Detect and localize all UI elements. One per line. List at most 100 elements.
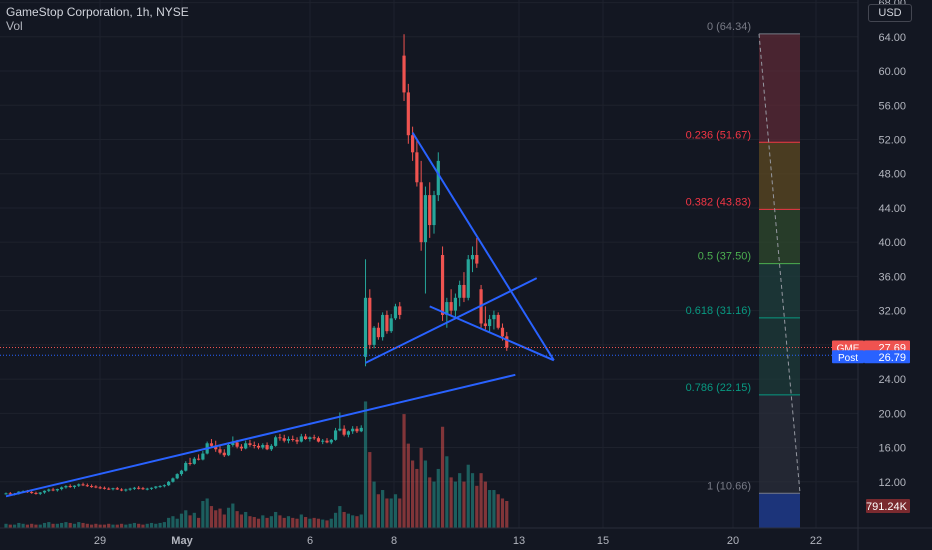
- candle-body: [372, 327, 376, 345]
- volume-bar: [128, 523, 132, 528]
- volume-bar: [432, 481, 436, 528]
- candle-body: [218, 449, 222, 453]
- volume-bar: [436, 468, 440, 528]
- candle-body: [30, 492, 34, 494]
- volume-bar: [321, 519, 325, 528]
- candle-body: [308, 437, 312, 440]
- volume-bar: [132, 522, 136, 528]
- volume-bar: [428, 477, 432, 528]
- volume-bar: [124, 524, 128, 528]
- candle-body: [8, 493, 12, 495]
- volume-bar: [496, 494, 500, 528]
- volume-bar: [239, 514, 243, 528]
- candle-body: [475, 255, 479, 264]
- candle-body: [419, 182, 423, 243]
- volume-bar: [389, 498, 393, 528]
- volume-bar: [355, 516, 359, 528]
- candle-body: [500, 327, 505, 337]
- fib-zone: [759, 394, 800, 494]
- x-tick-label: 20: [727, 535, 739, 547]
- candle-body: [406, 92, 410, 136]
- volume-bar: [308, 518, 312, 528]
- post-price-tag-value-bg: [864, 350, 910, 364]
- post-price-tag-value: 26.79: [878, 352, 906, 364]
- candle-body: [402, 55, 406, 93]
- fib-zone: [759, 263, 800, 318]
- candle-body: [141, 488, 145, 490]
- x-tick-label: 22: [810, 535, 822, 547]
- volume-bar: [325, 520, 329, 528]
- candle-body: [423, 195, 428, 243]
- volume-bar: [470, 473, 475, 528]
- trendline: [365, 277, 538, 364]
- volume-tag-bg: [866, 499, 910, 513]
- volume-bar: [25, 524, 29, 528]
- candle-body: [470, 255, 475, 260]
- currency-button[interactable]: USD: [868, 4, 912, 22]
- y-tick-label: 20.00: [878, 408, 906, 420]
- candle-body: [124, 489, 128, 491]
- candle-body: [411, 135, 415, 153]
- volume-bar: [329, 518, 333, 528]
- volume-bar: [17, 522, 21, 528]
- candle-body: [274, 437, 278, 446]
- fib-zone: [759, 142, 800, 210]
- volume-bar: [278, 515, 282, 528]
- candle-body: [351, 428, 355, 432]
- volume-bar: [500, 498, 505, 528]
- fib-level-label: 0.5 (37.50): [698, 251, 751, 263]
- candle-body: [355, 428, 359, 432]
- volume-bar: [55, 523, 59, 528]
- candle-body: [167, 481, 171, 486]
- volume-bar: [94, 523, 98, 528]
- volume-bar: [111, 524, 115, 528]
- candle-body: [111, 488, 115, 490]
- volume-bar: [376, 494, 380, 528]
- candle-body: [488, 319, 492, 327]
- candle-body: [381, 314, 385, 338]
- candle-body: [466, 259, 470, 298]
- volume-bar: [171, 516, 175, 528]
- candle-body: [458, 284, 462, 298]
- x-tick-label: 29: [94, 535, 106, 547]
- candle-body: [192, 458, 196, 464]
- volume-bar: [162, 522, 166, 528]
- candle-body: [188, 462, 192, 464]
- candle-body: [145, 488, 149, 490]
- y-tick-label: 48.00: [878, 169, 906, 181]
- volume-bar: [175, 518, 179, 528]
- candle-body: [346, 431, 350, 435]
- volume-bar: [205, 498, 209, 528]
- volume-bar: [235, 511, 239, 528]
- candle-body: [282, 438, 286, 441]
- candle-body: [338, 428, 342, 431]
- volume-bar: [483, 481, 487, 528]
- volume-bar: [85, 523, 89, 528]
- candle-body: [359, 427, 363, 432]
- candle-body: [321, 440, 325, 442]
- volume-bar: [351, 515, 355, 528]
- volume-bar: [102, 524, 107, 528]
- volume-bar: [222, 514, 226, 528]
- candle-body: [64, 486, 68, 488]
- volume-bar: [346, 513, 350, 528]
- volume-bar: [47, 522, 51, 528]
- candle-body: [115, 488, 119, 490]
- volume-bar: [449, 477, 453, 528]
- candle-body: [304, 436, 308, 440]
- fib-level-label: 0.786 (22.15): [686, 382, 751, 394]
- volume-bar: [119, 523, 124, 528]
- volume-bar: [440, 426, 445, 528]
- fib-level-label: 0.382 (43.83): [686, 196, 751, 208]
- volume-bar: [338, 506, 342, 528]
- volume-bar: [252, 517, 256, 528]
- trendline: [5, 373, 516, 498]
- volume-bar: [492, 490, 496, 528]
- trendline: [429, 305, 555, 362]
- volume-bar: [218, 508, 222, 528]
- candle-body: [505, 336, 509, 348]
- volume-bar: [184, 510, 188, 528]
- volume-bar: [231, 503, 235, 528]
- volume-bar: [248, 516, 252, 528]
